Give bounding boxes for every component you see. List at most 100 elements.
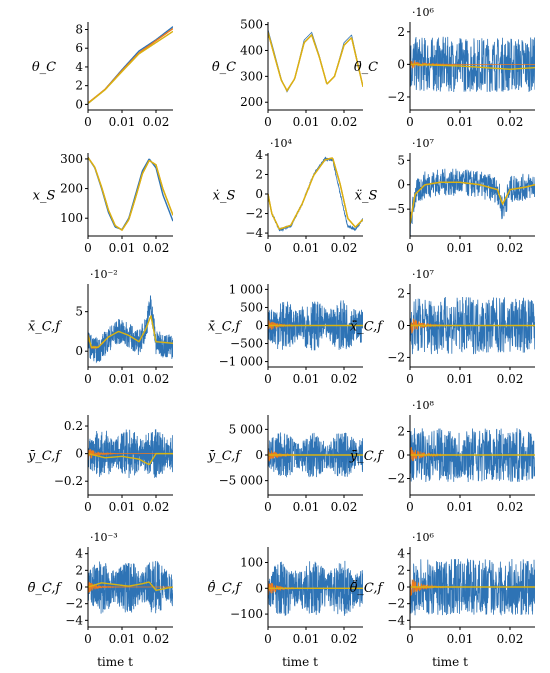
x-tick-label: 0.02 bbox=[143, 241, 170, 255]
x-tick-label: 0 bbox=[84, 241, 92, 255]
y-tick-label: −1 000 bbox=[219, 355, 263, 369]
x-tick-label: 0 bbox=[406, 241, 414, 255]
x-tick-label: 0.02 bbox=[331, 241, 358, 255]
x-tick-label: 0.01 bbox=[293, 500, 320, 514]
y-tick-label: 2 bbox=[397, 563, 405, 577]
y-tick-label: −4 bbox=[65, 613, 83, 627]
x-tick-label: 0.02 bbox=[143, 500, 170, 514]
x-tick-label: 0.02 bbox=[143, 372, 170, 386]
panel-15: 0 0.01 0.02 −4 −2 0 2 4 θ̄̈_C,f ·10⁶ bbox=[350, 531, 535, 646]
x-axis-label-col1: time t bbox=[97, 655, 133, 669]
y-tick-label: −5 000 bbox=[219, 474, 263, 488]
y-tick-label: 4 bbox=[255, 148, 263, 162]
y-tick-label: −2 bbox=[65, 597, 83, 611]
x-tick-label: 0.02 bbox=[143, 115, 170, 129]
series-line-13-3 bbox=[88, 581, 173, 592]
y-tick-label: −0.2 bbox=[54, 474, 83, 488]
panel-7: 0 0.01 0.02 0 5 x̄_C,f ·10⁻² bbox=[28, 268, 173, 386]
x-tick-label: 0.02 bbox=[497, 115, 524, 129]
y-tick-label: 200 bbox=[240, 95, 263, 109]
y-axis-label: x_S bbox=[33, 189, 56, 204]
y-tick-label: 2 bbox=[397, 287, 405, 301]
x-tick-label: 0.02 bbox=[143, 632, 170, 646]
y-tick-label: 2 bbox=[75, 79, 83, 93]
y-tick-label: 500 bbox=[240, 300, 263, 314]
series-line-10-3 bbox=[88, 452, 173, 466]
y-tick-label: −2 bbox=[387, 90, 405, 104]
y-tick-label: 100 bbox=[60, 211, 83, 225]
y-tick-label: −5 bbox=[387, 202, 405, 216]
y-tick-label: 400 bbox=[240, 43, 263, 57]
y-tick-label: 4 bbox=[397, 547, 405, 561]
x-tick-label: 0 bbox=[406, 632, 414, 646]
y-axis-label: θ̄̈_C,f bbox=[350, 579, 385, 596]
y-axis-label: θ̄_C,f bbox=[28, 581, 63, 596]
y-tick-label: −2 bbox=[387, 350, 405, 364]
x-tick-label: 0.01 bbox=[293, 241, 320, 255]
y-tick-label: 0 bbox=[397, 580, 405, 594]
y-tick-label: 0 bbox=[75, 344, 83, 358]
series-line-4-3 bbox=[88, 157, 173, 232]
x-tick-label: 0 bbox=[406, 372, 414, 386]
y-tick-label: 100 bbox=[240, 555, 263, 569]
series-line-13-2 bbox=[88, 580, 173, 593]
panel-8: 0 0.01 0.02 −1 000 −500 0 500 1 000 ẋ̄_C,f bbox=[208, 282, 363, 386]
axis-exponent: ·10⁻³ bbox=[90, 531, 118, 544]
y-tick-label: 0 bbox=[255, 187, 263, 201]
x-tick-label: 0.01 bbox=[293, 115, 320, 129]
panel-2: 0 0.01 0.02 200 300 400 500 θ̇_C bbox=[212, 18, 363, 129]
y-tick-label: 2 bbox=[255, 167, 263, 181]
y-tick-label: 4 bbox=[75, 547, 83, 561]
axis-exponent: ·10⁷ bbox=[412, 268, 434, 281]
x-tick-label: 0.01 bbox=[447, 372, 474, 386]
y-tick-label: 0 bbox=[397, 448, 405, 462]
x-tick-label: 0 bbox=[84, 632, 92, 646]
y-tick-label: 200 bbox=[60, 182, 83, 196]
x-tick-label: 0.02 bbox=[331, 632, 358, 646]
x-tick-label: 0 bbox=[406, 500, 414, 514]
panel-4: 0 0.01 0.02 100 200 300 x_S bbox=[33, 152, 173, 255]
panel-10: 0 0.01 0.02−0.200.2ȳ_C,f bbox=[27, 415, 173, 514]
y-tick-label: 300 bbox=[60, 152, 83, 166]
y-tick-label: 0.2 bbox=[64, 419, 83, 433]
x-tick-label: 0.01 bbox=[447, 115, 474, 129]
series-line-13-1 bbox=[88, 560, 173, 614]
x-tick-label: 0 bbox=[264, 632, 272, 646]
y-axis-label: ẍ̄_C,f bbox=[350, 320, 384, 335]
series-line-5-3 bbox=[268, 157, 363, 230]
y-tick-label: −4 bbox=[245, 226, 263, 240]
y-axis-label: θ_C bbox=[32, 60, 56, 75]
series-line-6-1 bbox=[410, 168, 535, 236]
panel-13: 0 0.01 0.02 −4 −2 0 2 4 θ̄_C,f ·10⁻³ bbox=[28, 531, 173, 646]
x-tick-label: 0.02 bbox=[497, 241, 524, 255]
y-tick-label: 5 bbox=[397, 153, 405, 167]
x-tick-label: 0.02 bbox=[497, 632, 524, 646]
axis-exponent: ·10⁴ bbox=[270, 137, 292, 150]
x-tick-label: 0.02 bbox=[497, 372, 524, 386]
x-tick-label: 0 bbox=[84, 115, 92, 129]
x-tick-label: 0 bbox=[84, 500, 92, 514]
y-tick-label: −2 bbox=[245, 207, 263, 221]
x-axis-label-col3: time t bbox=[432, 655, 468, 669]
series-line-10-1 bbox=[88, 429, 173, 479]
y-axis-label: ÿ̄_C,f bbox=[349, 449, 384, 464]
y-tick-label: 2 bbox=[75, 563, 83, 577]
series-line-4-2 bbox=[88, 157, 173, 232]
series-line-3-3 bbox=[410, 63, 535, 70]
x-tick-label: 0 bbox=[264, 115, 272, 129]
y-tick-label: 2 bbox=[397, 424, 405, 438]
x-axis-label-col2: time t bbox=[282, 655, 318, 669]
y-axis-label: ȳ_C,f bbox=[27, 449, 62, 464]
x-tick-label: 0.01 bbox=[109, 632, 136, 646]
axis-exponent: ·10⁻² bbox=[90, 268, 118, 281]
y-axis-label: ẋ_S bbox=[213, 189, 236, 204]
series-line-7-3 bbox=[88, 314, 173, 348]
x-tick-label: 0 bbox=[264, 500, 272, 514]
x-tick-label: 0.01 bbox=[447, 241, 474, 255]
y-axis-label: θ̈_C bbox=[354, 60, 378, 75]
series-line-7-1 bbox=[88, 295, 173, 364]
panel-5: 0 0.01 0.02 −4 −2 0 2 4 ẋ_S ·10⁴ bbox=[213, 137, 363, 255]
